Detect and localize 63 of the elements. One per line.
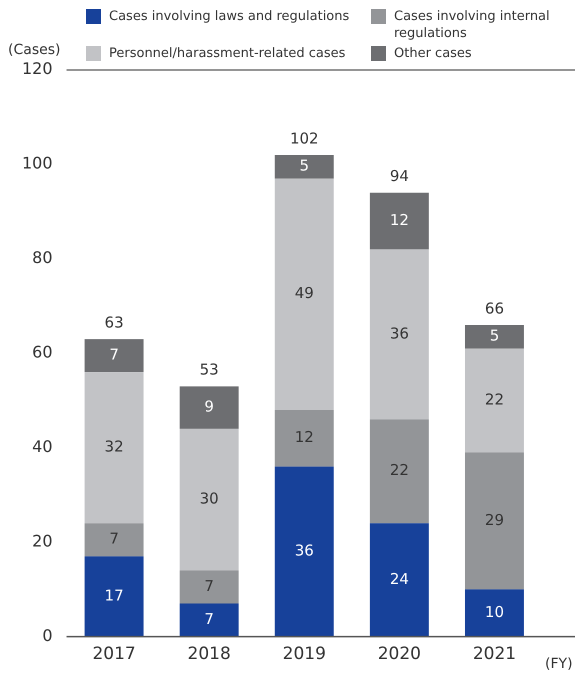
- legend-label: Cases involving internal regulations: [394, 8, 551, 42]
- data-label: 5: [490, 326, 500, 345]
- bar: [180, 570, 239, 604]
- x-tick-label: 2019: [282, 644, 326, 664]
- data-label: 7: [109, 530, 119, 548]
- y-tick-label: 20: [32, 531, 53, 550]
- bar: [84, 523, 144, 556]
- data-label: 30: [200, 490, 219, 508]
- data-label: 22: [390, 461, 409, 480]
- data-label: 29: [484, 510, 504, 529]
- data-label: 7: [204, 610, 214, 628]
- y-tick-label: 40: [32, 436, 53, 456]
- bar: [370, 249, 429, 420]
- total-label: 94: [390, 167, 409, 186]
- total-label: 102: [290, 129, 319, 148]
- bar: [370, 523, 429, 637]
- data-label: 36: [390, 324, 409, 342]
- total-label: 63: [104, 314, 124, 332]
- y-tick-label: 60: [32, 342, 53, 362]
- y-tick-label: 120: [22, 59, 53, 78]
- bar: [84, 339, 144, 372]
- y-axis-title: (Cases): [8, 42, 60, 58]
- bar: [180, 428, 239, 570]
- bar: [274, 466, 334, 637]
- data-label: 5: [299, 156, 310, 175]
- data-label: 12: [294, 428, 314, 446]
- bar: [274, 154, 334, 179]
- bar: [464, 324, 524, 349]
- data-label: 7: [204, 576, 214, 595]
- legend-label: Personnel/harassment-related cases: [109, 45, 346, 62]
- data-label: 49: [294, 284, 314, 302]
- bar: [370, 419, 429, 524]
- legend-label: Other cases: [394, 45, 472, 62]
- bar: [370, 192, 429, 250]
- data-label: 22: [484, 390, 504, 408]
- bar: [464, 589, 524, 637]
- x-tick-label: 2018: [188, 644, 231, 664]
- y-tick-label: 0: [42, 626, 53, 645]
- x-axis-title: (FY): [545, 656, 573, 672]
- data-label: 12: [390, 210, 409, 229]
- x-tick-label: 2020: [378, 644, 421, 664]
- bar: [274, 410, 334, 467]
- bar: [464, 348, 524, 452]
- bar: [464, 452, 524, 590]
- bar: [180, 604, 239, 637]
- bar: [84, 556, 144, 637]
- data-label: 7: [109, 346, 119, 364]
- data-label: 9: [204, 397, 214, 416]
- x-tick-label: 2017: [92, 644, 136, 664]
- x-tick-label: 2021: [472, 644, 516, 664]
- data-label: 36: [294, 542, 314, 560]
- data-label: 17: [104, 586, 124, 604]
- bar: [84, 372, 144, 524]
- legend-label: Cases involving laws and regulations: [109, 8, 350, 25]
- data-label: 24: [390, 570, 409, 588]
- data-label: 32: [104, 438, 124, 456]
- y-tick-label: 100: [22, 154, 53, 173]
- data-label: 10: [484, 602, 504, 621]
- bar: [180, 386, 239, 429]
- total-label: 66: [484, 299, 504, 318]
- total-label: 53: [200, 360, 219, 379]
- bar: [274, 178, 334, 410]
- y-tick-label: 80: [32, 248, 53, 268]
